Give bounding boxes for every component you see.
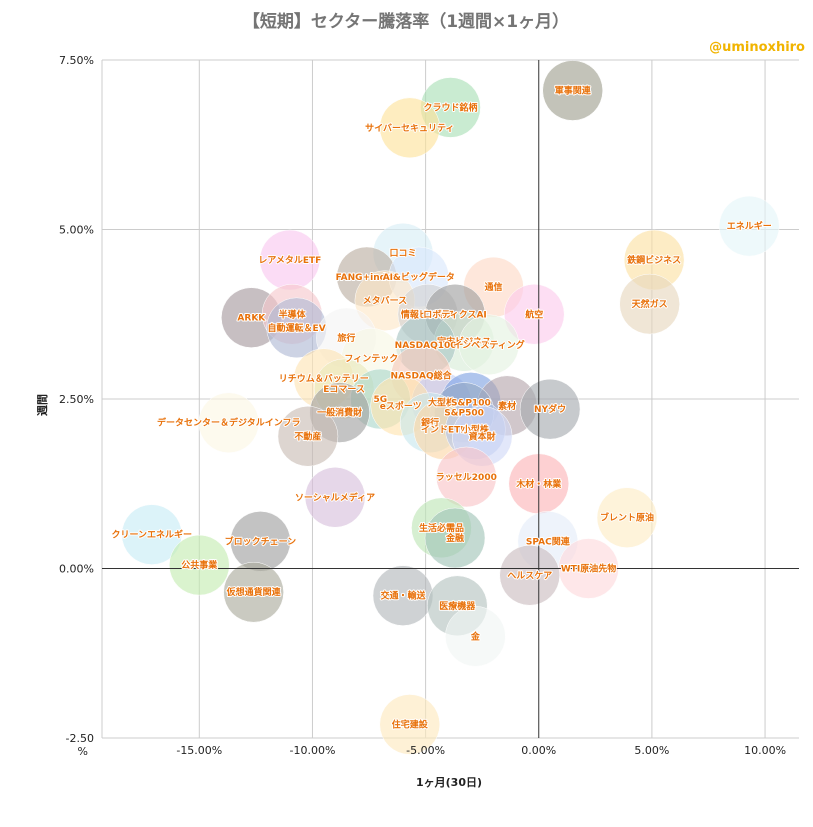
x-tick-label: 0.00% xyxy=(521,744,556,757)
point-label: NASDAQ総合 xyxy=(391,369,453,381)
point-label: NASDAQ100 xyxy=(395,341,457,351)
bubble xyxy=(424,507,486,569)
point-label: メタバース xyxy=(363,295,408,307)
zero-axes xyxy=(102,60,799,738)
y-tick-label: 2.50% xyxy=(59,393,94,406)
point-label: 交通・輸送 xyxy=(380,590,426,602)
point-label: 大型株 xyxy=(428,396,456,408)
bubble xyxy=(619,273,680,335)
point-label: SPAC関連 xyxy=(526,535,571,547)
bubble-layer xyxy=(121,60,780,755)
y-tick-label: 0.00% xyxy=(59,563,94,576)
bubble xyxy=(169,534,230,596)
bubble xyxy=(379,97,441,159)
bubble xyxy=(596,487,658,548)
bubble xyxy=(436,446,497,508)
x-tick-label: 5.00% xyxy=(634,744,669,757)
point-label: リチウム＆バッテリー xyxy=(279,374,369,385)
bubble xyxy=(519,378,581,440)
x-axis-label: 1ヶ月(30日) xyxy=(416,776,482,789)
x-tick-label: -5.00% xyxy=(406,744,445,757)
point-label: 素材 xyxy=(498,400,516,412)
point-label: Eコマース xyxy=(323,384,365,395)
bubble xyxy=(503,284,565,345)
point-label: クラウド銘柄 xyxy=(423,101,477,113)
point-label: 口コミ xyxy=(389,248,416,259)
point-label: 銀行 xyxy=(421,417,439,429)
point-label: 鉄鋼ビジネス xyxy=(627,254,681,266)
bubble xyxy=(445,606,506,667)
point-label: ARKK xyxy=(237,314,266,324)
point-label: ブレント原油 xyxy=(600,512,654,524)
point-label: 医療機器 xyxy=(439,600,476,612)
y-axis-label: 週間 xyxy=(35,394,49,416)
point-label: サイバーセキュリティ xyxy=(365,123,454,134)
point-label: 公共事業 xyxy=(181,559,218,571)
point-label: 住宅建設 xyxy=(392,718,429,730)
point-label: ラッセル2000 xyxy=(436,472,497,483)
point-label: インベスティング xyxy=(453,339,525,351)
point-label: ソーシャルメディア xyxy=(295,491,375,503)
bubble xyxy=(223,561,284,623)
bubble xyxy=(542,60,603,121)
point-label: 旅行 xyxy=(337,332,355,344)
point-label: 木材・林業 xyxy=(515,478,562,490)
point-label: ロボティクスAI xyxy=(423,308,487,320)
x-tick-label: -15.00% xyxy=(176,744,222,757)
point-label: 半導体 xyxy=(279,308,307,320)
y-tick-label: -2.50% xyxy=(66,732,94,758)
bubble xyxy=(277,406,339,467)
x-tick-label: -10.00% xyxy=(289,744,335,757)
chart-title: 【短期】セクター騰落率（1週間×1ヶ月） xyxy=(243,11,569,32)
point-label: 生活必需品 xyxy=(419,522,464,534)
point-label: 5G xyxy=(374,395,388,405)
point-label: クリーンエネルギー xyxy=(112,529,193,541)
point-label: S&P500 xyxy=(444,409,484,419)
tick-label-layer: -15.00% -10.00% -5.00% 0.00% 5.00% 10.00% 7.50… xyxy=(59,54,786,758)
point-label: WTI原油先物 xyxy=(561,563,616,575)
point-label: 通信 xyxy=(484,281,502,293)
bubble xyxy=(718,195,780,257)
point-label: NYダウ xyxy=(534,403,566,415)
point-label: 小型株 xyxy=(461,424,490,436)
point-label: 金融 xyxy=(445,532,464,544)
point-label: 仮想通貨関連 xyxy=(226,586,282,598)
y-tick-label: 5.00% xyxy=(59,224,94,237)
point-label: 一般消費財 xyxy=(317,407,362,419)
point-label: データセンター＆デジタルインフラ xyxy=(157,417,301,429)
bubble xyxy=(458,314,520,376)
bubble xyxy=(198,392,259,453)
point-label: レアメタルETF xyxy=(258,254,321,266)
point-label: FANG+index xyxy=(336,273,399,283)
y-tick-label: 7.50% xyxy=(59,54,94,67)
point-label: 情報ビジネス xyxy=(400,308,455,320)
point-label: 天然ガス xyxy=(632,298,668,310)
point-label: 宇宙ビジネス xyxy=(437,335,491,347)
point-label: S&P100 xyxy=(451,398,491,408)
bubble xyxy=(379,694,441,755)
bubble xyxy=(304,467,366,528)
point-label: フィンテック xyxy=(344,353,398,364)
x-tick-label: 10.00% xyxy=(744,744,786,757)
point-label: ブロックチェーン xyxy=(225,535,297,547)
point-label: ヘルスケア xyxy=(507,570,552,581)
point-label: エネルギー xyxy=(727,220,772,232)
point-label: eスポーツ xyxy=(380,400,422,412)
point-label: 軍事関連 xyxy=(555,85,592,97)
bubble xyxy=(121,504,183,565)
point-label: 金 xyxy=(470,630,481,642)
point-label: 航空 xyxy=(525,308,543,320)
chart-credit: @uminoxhiro xyxy=(709,40,805,55)
point-label: 資本財 xyxy=(469,430,496,442)
point-label: 自動運転＆EV xyxy=(268,322,326,334)
point-label: インドETF xyxy=(421,425,466,436)
point-label: 不動産 xyxy=(294,430,321,442)
bubble xyxy=(499,545,560,606)
point-label: AI&ビッグデータ xyxy=(383,271,455,283)
